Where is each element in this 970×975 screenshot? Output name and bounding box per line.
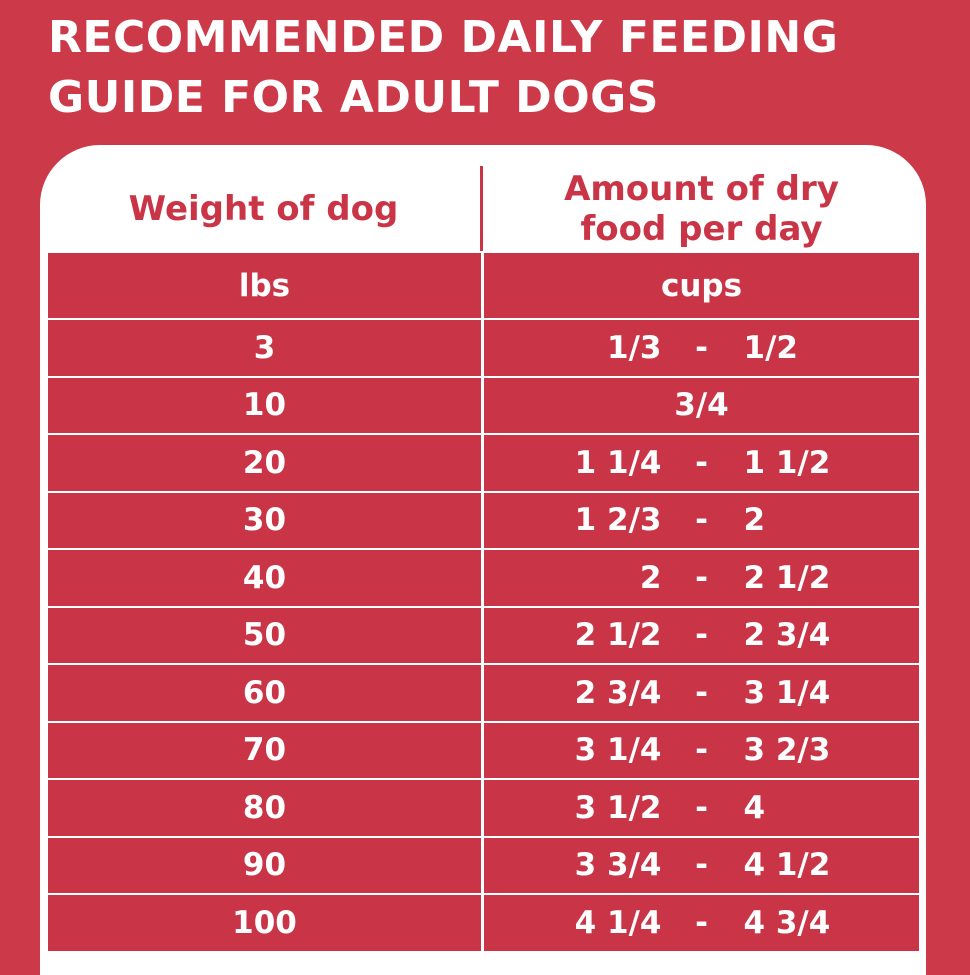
weight-cell: 90 xyxy=(48,837,484,893)
table-row: 100 4 1/4-4 3/4 xyxy=(46,893,921,951)
amount-high: 1 1/2 xyxy=(743,444,831,481)
amount-cell: 3 3/4-4 1/2 xyxy=(484,838,919,894)
amount-column-header: Amount of dry food per day xyxy=(564,168,839,249)
feeding-table: lbs cups 3 1/3-1/2 10 3/4 20 1 1/4-1 1/2 30 1 2… xyxy=(46,251,921,951)
amount-low: 2 3/4 xyxy=(574,674,662,711)
table-row: 90 3 3/4-4 1/2 xyxy=(46,835,921,894)
amount-high: 3 2/3 xyxy=(743,732,831,769)
weight-cell: 70 xyxy=(48,722,484,778)
amount-low: 2 xyxy=(639,559,662,596)
amount-high: 3 1/4 xyxy=(743,674,831,711)
table-row: 80 3 1/2-4 xyxy=(46,778,921,836)
amount-dash: - xyxy=(695,617,708,654)
amount-high: 2 xyxy=(743,502,766,539)
table-row: 20 1 1/4-1 1/2 xyxy=(46,433,921,491)
weight-cell: 50 xyxy=(48,607,484,663)
weight-cell: 100 xyxy=(48,895,484,951)
table-row: 3 1/3-1/2 xyxy=(46,318,921,376)
amount-low: 3 1/4 xyxy=(574,732,662,769)
amount-dash: - xyxy=(695,444,708,481)
amount-low: 1/3 xyxy=(607,329,662,366)
page-title: RECOMMENDED DAILY FEEDING GUIDE FOR ADUL… xyxy=(48,12,839,123)
amount-dash: - xyxy=(695,674,708,711)
weight-cell: 10 xyxy=(48,377,484,433)
amount-cell: 3 1/2-4 xyxy=(484,780,919,836)
table-row: 10 3/4 xyxy=(46,375,921,434)
amount-cell: 2 3/4-3 1/4 xyxy=(484,665,919,721)
weight-cell: 60 xyxy=(48,665,484,721)
weight-cell: 40 xyxy=(48,550,484,606)
amount-cell: 2-2 1/2 xyxy=(484,550,919,606)
amount-dash: - xyxy=(695,502,708,539)
amount-low: 4 1/4 xyxy=(574,904,662,941)
amount-dash: - xyxy=(695,732,708,769)
amount-cell: 3/4 xyxy=(484,378,919,434)
weight-cell: 20 xyxy=(48,435,484,491)
weight-cell: 80 xyxy=(48,780,484,836)
amount-value: 3/4 xyxy=(674,387,729,424)
amount-cell: 1/3-1/2 xyxy=(484,320,919,376)
table-row: 30 1 2/3-2 xyxy=(46,490,921,549)
amount-high: 4 3/4 xyxy=(743,904,831,941)
amount-cell: 4 1/4-4 3/4 xyxy=(484,895,919,951)
amount-cell: 1 1/4-1 1/2 xyxy=(484,435,919,491)
amount-dash: - xyxy=(695,559,708,596)
amount-low: 2 1/2 xyxy=(574,617,662,654)
table-row: 50 2 1/2-2 3/4 xyxy=(46,605,921,664)
weight-column-header: Weight of dog xyxy=(47,166,483,251)
weight-cell: 30 xyxy=(48,492,484,548)
amount-cell: 2 1/2-2 3/4 xyxy=(484,608,919,664)
amount-low: 1 2/3 xyxy=(574,502,662,539)
amount-high: 4 1/2 xyxy=(743,847,831,884)
amount-low: 3 3/4 xyxy=(574,847,662,884)
amount-high: 4 xyxy=(743,789,766,826)
table-header: Weight of dog Amount of dry food per day xyxy=(47,166,920,251)
amount-unit: cups xyxy=(660,267,743,304)
weight-unit: lbs xyxy=(48,253,484,318)
amount-cell: 3 1/4-3 2/3 xyxy=(484,723,919,779)
amount-dash: - xyxy=(695,789,708,826)
table-row: 70 3 1/4-3 2/3 xyxy=(46,720,921,779)
amount-high: 1/2 xyxy=(743,329,798,366)
weight-cell: 3 xyxy=(48,320,484,376)
table-row: 40 2-2 1/2 xyxy=(46,548,921,606)
amount-high: 2 1/2 xyxy=(743,559,831,596)
units-row: lbs cups xyxy=(46,251,921,318)
amount-cell: 1 2/3-2 xyxy=(484,493,919,549)
amount-low: 3 1/2 xyxy=(574,789,662,826)
amount-dash: - xyxy=(695,847,708,884)
amount-dash: - xyxy=(695,329,708,366)
amount-low: 1 1/4 xyxy=(574,444,662,481)
amount-dash: - xyxy=(695,904,708,941)
table-row: 60 2 3/4-3 1/4 xyxy=(46,663,921,721)
amount-high: 2 3/4 xyxy=(743,617,831,654)
